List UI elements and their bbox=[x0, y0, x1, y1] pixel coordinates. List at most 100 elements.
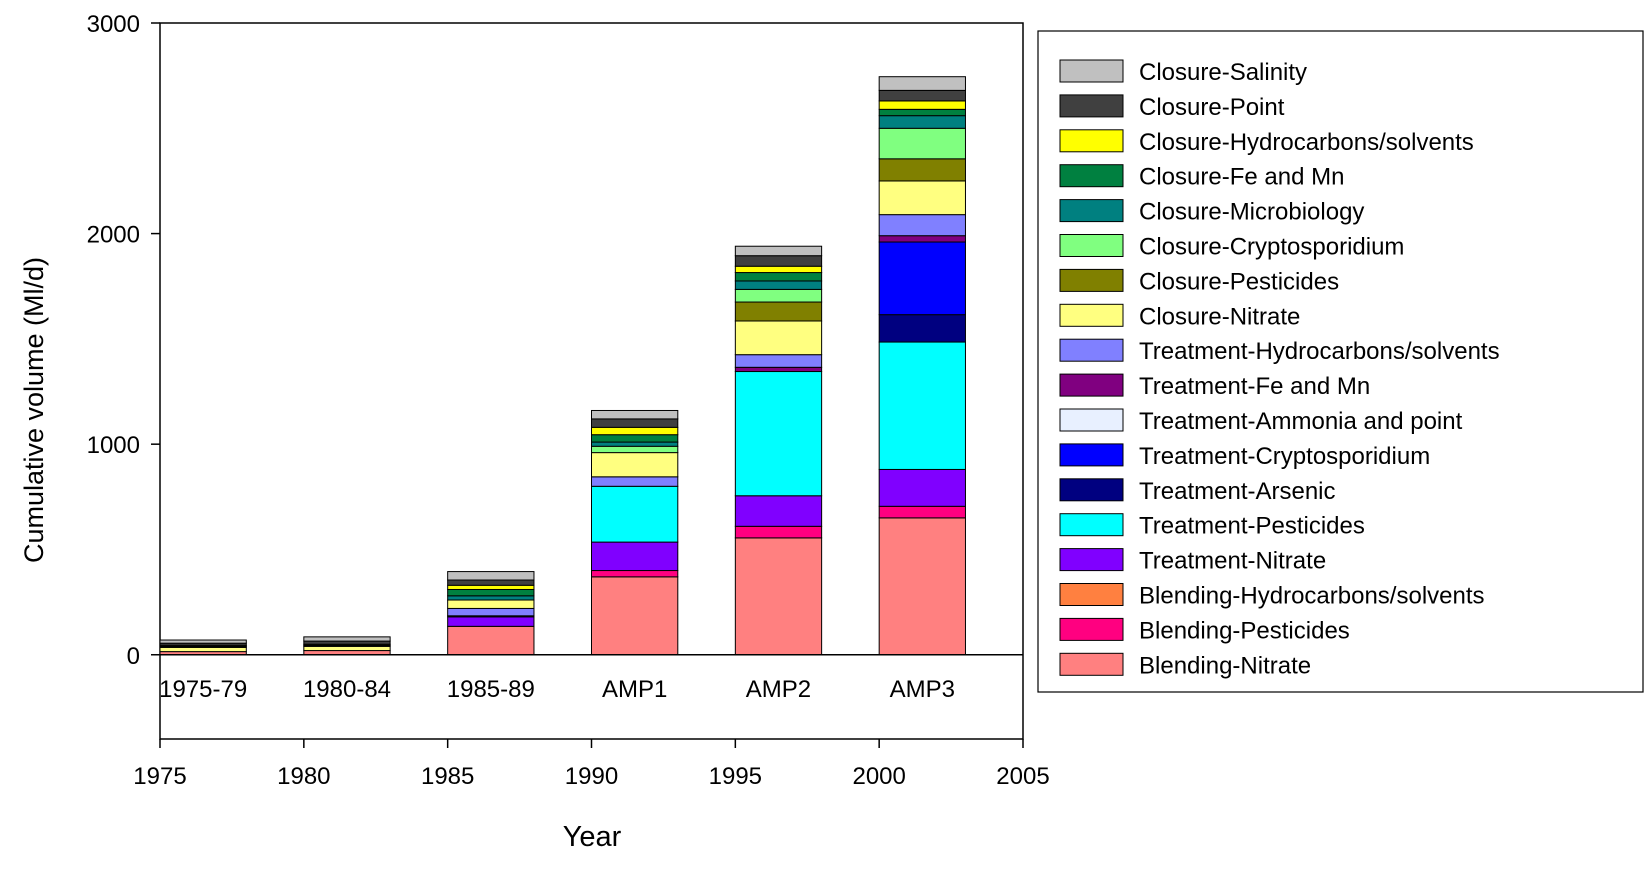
legend-label: Treatment-Fe and Mn bbox=[1139, 373, 1370, 400]
legend: Closure-Salinity Closure-Point Closure-Hyd… bbox=[1037, 30, 1644, 693]
legend-label: Treatment-Hydrocarbons/solvents bbox=[1139, 338, 1500, 365]
category-label: AMP2 bbox=[746, 676, 811, 703]
bar-segment bbox=[734, 525, 823, 539]
bar-segment bbox=[734, 272, 823, 282]
bar-segment bbox=[878, 89, 966, 102]
legend-label: Blending-Nitrate bbox=[1139, 652, 1311, 679]
bar-segment bbox=[591, 541, 679, 572]
bar-segment bbox=[878, 76, 966, 91]
bar-segment bbox=[734, 288, 823, 303]
legend-swatch bbox=[1059, 268, 1124, 292]
bar-segment bbox=[734, 301, 823, 322]
legend-swatch bbox=[1059, 513, 1124, 537]
legend-label: Closure-Salinity bbox=[1139, 59, 1307, 86]
y-tick-label: 2000 bbox=[87, 222, 140, 249]
legend-label: Closure-Point bbox=[1139, 94, 1285, 121]
bar-segment bbox=[734, 354, 823, 368]
bar-segment bbox=[878, 235, 966, 243]
y-tick-label: 3000 bbox=[87, 11, 140, 38]
y-tick-label: 1000 bbox=[87, 432, 140, 459]
legend-swatch bbox=[1059, 303, 1124, 327]
x-tick-label: 1985 bbox=[421, 763, 474, 790]
bar-segment bbox=[447, 584, 535, 590]
legend-swatch bbox=[1059, 617, 1124, 641]
legend-label: Treatment-Nitrate bbox=[1139, 548, 1326, 575]
legend-label: Treatment-Cryptosporidium bbox=[1139, 443, 1430, 470]
bar-segment bbox=[447, 595, 535, 601]
bar-segment bbox=[447, 588, 535, 597]
legend-label: Closure-Fe and Mn bbox=[1139, 164, 1344, 191]
category-labels: 1975-79 1980-84 1985-89 AMP1 AMP2 AMP3 bbox=[159, 676, 955, 703]
bar-segment bbox=[303, 636, 391, 642]
bar-segment bbox=[878, 341, 966, 470]
bar-segment bbox=[159, 646, 247, 653]
bar-segment bbox=[734, 280, 823, 290]
legend-label: Treatment-Arsenic bbox=[1139, 478, 1336, 505]
bar-segment bbox=[734, 320, 823, 356]
x-tick-label: 1995 bbox=[709, 763, 762, 790]
bar-segment bbox=[734, 255, 823, 267]
x-axis: 1975 1980 1985 1990 1995 2000 2005 bbox=[133, 739, 1050, 790]
legend-label: Closure-Pesticides bbox=[1139, 268, 1339, 295]
legend-swatch bbox=[1059, 548, 1124, 572]
bar-segment bbox=[591, 485, 679, 543]
y-tick-label: 0 bbox=[127, 643, 140, 670]
bar-segment bbox=[159, 639, 247, 644]
legend-swatch bbox=[1059, 199, 1124, 223]
legend-label: Blending-Hydrocarbons/solvents bbox=[1139, 583, 1485, 610]
bar-segment bbox=[447, 625, 535, 656]
category-label: 1975-79 bbox=[159, 676, 247, 703]
bar-segment bbox=[878, 158, 966, 182]
legend-swatch bbox=[1059, 164, 1124, 188]
bars-layer bbox=[159, 76, 966, 656]
x-tick-label: 2005 bbox=[996, 763, 1049, 790]
x-axis-label: Year bbox=[563, 821, 622, 853]
bar-segment bbox=[591, 418, 679, 428]
legend-swatch bbox=[1059, 583, 1124, 606]
bar-segment bbox=[878, 214, 966, 237]
legend-swatch bbox=[1059, 443, 1124, 467]
legend-items: Closure-Salinity Closure-Point Closure-Hyd… bbox=[1059, 59, 1500, 679]
bar-segment bbox=[878, 314, 966, 343]
category-label: AMP1 bbox=[602, 676, 667, 703]
y-axis-label: Cumulative volume (Ml/d) bbox=[19, 257, 49, 563]
bar-segment bbox=[878, 180, 966, 216]
legend-label: Closure-Cryptosporidium bbox=[1139, 234, 1404, 261]
bar-segment bbox=[734, 537, 823, 656]
bar-segment bbox=[878, 100, 966, 110]
bar-segment bbox=[303, 645, 391, 652]
bar-segment bbox=[591, 445, 679, 454]
bar-segment bbox=[878, 468, 966, 507]
bar-segment bbox=[591, 441, 679, 447]
legend-swatch bbox=[1059, 59, 1124, 83]
legend-swatch bbox=[1059, 94, 1124, 118]
bar-segment bbox=[878, 517, 966, 656]
bar-segment bbox=[734, 366, 823, 373]
legend-label: Closure-Hydrocarbons/solvents bbox=[1139, 129, 1474, 156]
bar-segment bbox=[878, 115, 966, 129]
bar-segment bbox=[591, 476, 679, 487]
y-axis: 0 1000 2000 3000 bbox=[87, 11, 160, 670]
bar-segment bbox=[734, 495, 823, 527]
legend-swatch bbox=[1059, 338, 1124, 362]
legend-swatch bbox=[1059, 129, 1124, 153]
bar-segment bbox=[447, 579, 535, 586]
legend-label: Closure-Nitrate bbox=[1139, 303, 1300, 330]
bar-segment bbox=[878, 505, 966, 519]
bar-segment bbox=[878, 241, 966, 316]
legend-swatch bbox=[1059, 478, 1124, 502]
bar-segment bbox=[591, 426, 679, 436]
bar-segment bbox=[447, 599, 535, 609]
category-label: 1980-84 bbox=[303, 676, 391, 703]
bar-segment bbox=[878, 127, 966, 160]
bar-segment bbox=[591, 576, 679, 656]
category-label: 1985-89 bbox=[447, 676, 535, 703]
x-tick-label: 1990 bbox=[565, 763, 618, 790]
bar-segment bbox=[878, 108, 966, 117]
bar-segment bbox=[734, 245, 823, 257]
bar-segment bbox=[591, 434, 679, 443]
legend-label: Treatment-Pesticides bbox=[1139, 513, 1365, 540]
bar-segment bbox=[447, 616, 535, 627]
x-tick-label: 1980 bbox=[277, 763, 330, 790]
